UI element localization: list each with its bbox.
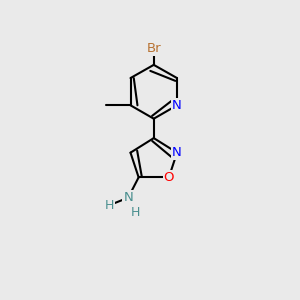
- Text: Br: Br: [146, 42, 161, 55]
- Text: N: N: [123, 191, 133, 204]
- Text: N: N: [172, 99, 182, 112]
- Text: H: H: [130, 206, 140, 218]
- Text: O: O: [164, 171, 174, 184]
- Text: N: N: [172, 146, 182, 159]
- Text: H: H: [105, 199, 114, 212]
